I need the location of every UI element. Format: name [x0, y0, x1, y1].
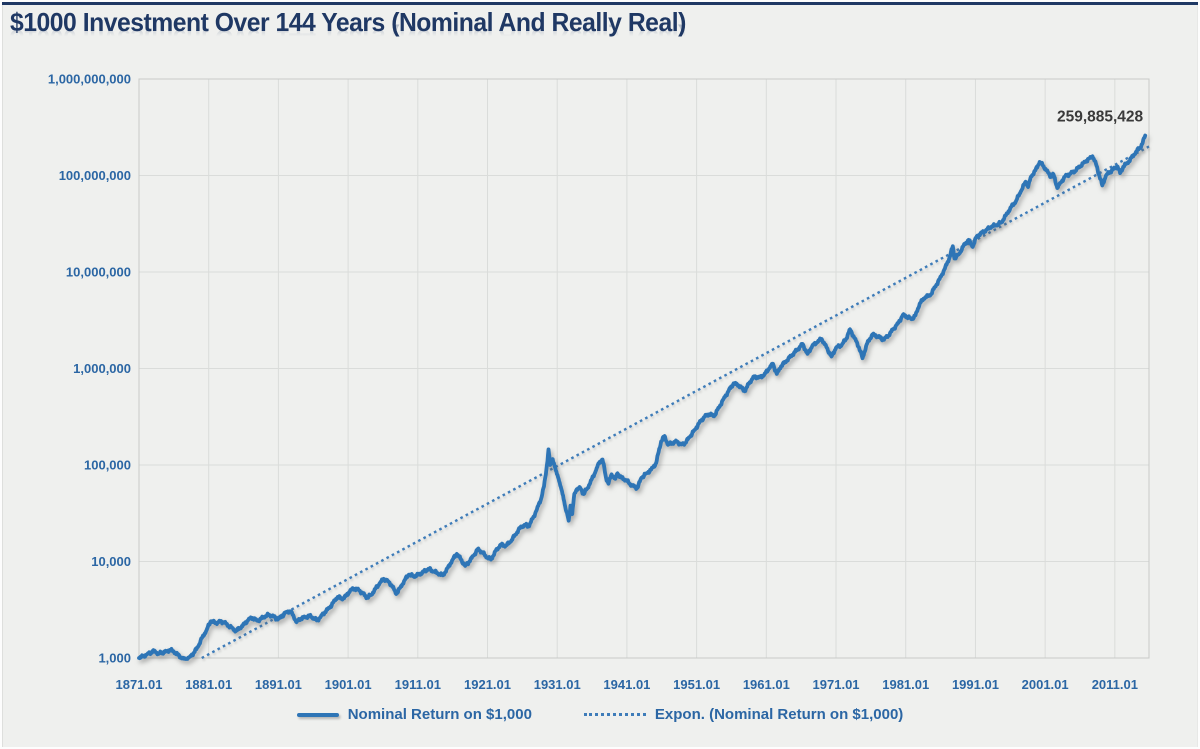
- y-axis-tick-label: 1,000,000,000: [48, 72, 131, 87]
- x-axis-tick-label: 1961.01: [743, 677, 790, 692]
- x-axis-tick-label: 1981.01: [882, 677, 929, 692]
- x-axis-tick-label: 1941.01: [603, 677, 650, 692]
- dotted-line-swatch: [583, 713, 646, 716]
- x-axis-tick-label: 1931.01: [534, 677, 581, 692]
- y-axis-tick-label: 10,000: [91, 554, 131, 569]
- x-axis-tick-label: 1951.01: [673, 677, 720, 692]
- x-axis-tick-label: 1871.01: [116, 677, 163, 692]
- end-value-label: 259,885,428: [1057, 108, 1144, 125]
- legend-item-nominal: Nominal Return on $1,000: [296, 706, 532, 723]
- plot-border: [138, 78, 1150, 659]
- legend: Nominal Return on $1,000 Expon. (Nominal…: [2, 706, 1198, 723]
- y-axis-tick-label: 1,000: [98, 651, 131, 666]
- x-axis-tick-label: 2001.01: [1022, 677, 1069, 692]
- legend-label-nominal: Nominal Return on $1,000: [347, 706, 532, 723]
- y-axis-tick-label: 10,000,000: [66, 265, 131, 280]
- x-axis-tick-label: 1891.01: [255, 677, 302, 692]
- series-line-nominal-return: [137, 133, 1148, 661]
- top-border-rule: [2, 2, 1198, 5]
- trendline-expon: [201, 145, 1150, 660]
- x-axis-tick-label: 2011.01: [1092, 677, 1138, 692]
- x-axis-tick-label: 1971.01: [813, 677, 860, 692]
- legend-item-trend: Expon. (Nominal Return on $1,000): [583, 706, 904, 723]
- y-axis-tick-label: 100,000: [84, 458, 131, 473]
- x-axis-tick-label: 1901.01: [325, 677, 372, 692]
- x-axis-tick-label: 1881.01: [185, 677, 232, 692]
- solid-line-swatch: [296, 712, 339, 717]
- chart-title: $1000 Investment Over 144 Years (Nominal…: [10, 7, 686, 37]
- y-axis-tick-label: 1,000,000: [73, 361, 131, 376]
- legend-label-trend: Expon. (Nominal Return on $1,000): [654, 706, 904, 723]
- x-axis-tick-label: 1991.01: [952, 677, 999, 692]
- y-axis-tick-label: 100,000,000: [59, 168, 131, 183]
- x-axis-tick-label: 1911.01: [395, 677, 441, 692]
- x-axis-tick-label: 1921.01: [464, 677, 511, 692]
